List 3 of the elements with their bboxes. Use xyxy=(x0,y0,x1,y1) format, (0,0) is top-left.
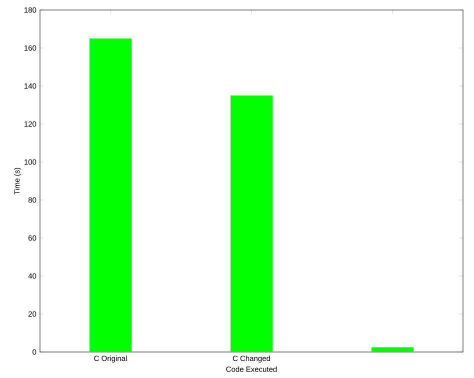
bar xyxy=(372,347,414,352)
bar xyxy=(90,38,132,352)
bar xyxy=(230,96,272,352)
